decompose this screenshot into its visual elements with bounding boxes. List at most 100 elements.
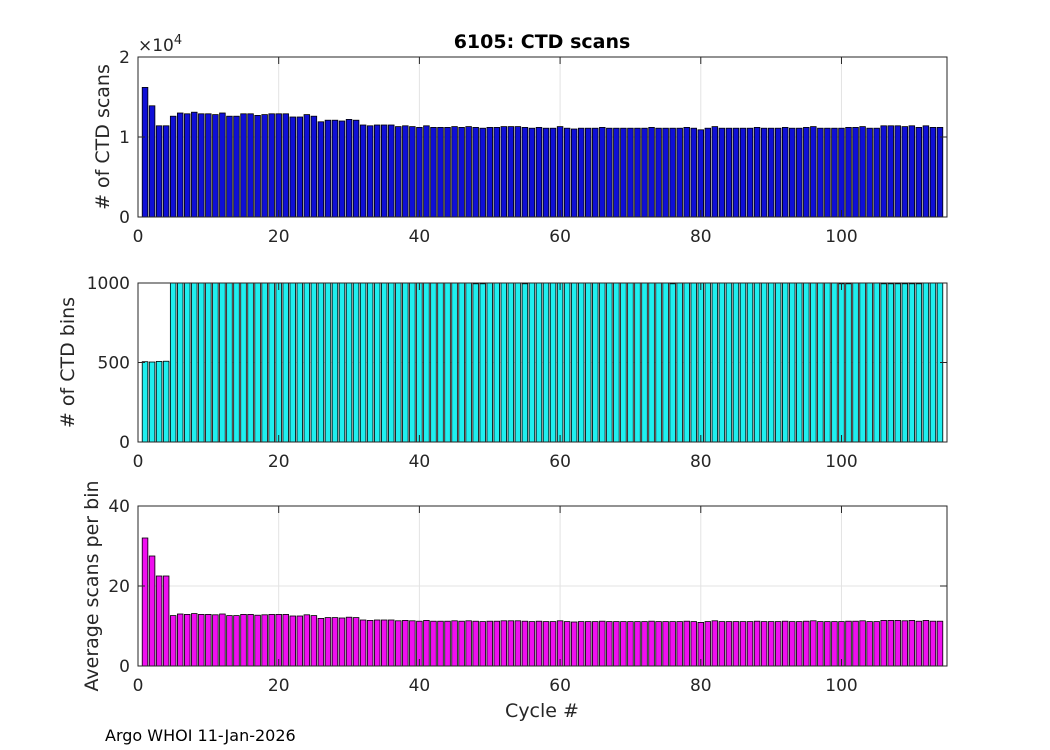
bar (662, 282, 669, 443)
bar (352, 119, 360, 218)
bar (620, 621, 627, 667)
bar (465, 126, 472, 218)
bar (613, 127, 620, 218)
bar (296, 615, 304, 667)
bar (359, 124, 367, 218)
bar (831, 127, 838, 218)
bar (212, 614, 219, 667)
bar (409, 282, 416, 443)
bar (852, 282, 859, 443)
bar (774, 282, 782, 443)
bar (739, 282, 747, 443)
bar (845, 127, 852, 218)
bar (289, 615, 296, 667)
bar (486, 127, 493, 218)
bar (915, 283, 923, 443)
bar (184, 113, 191, 218)
bar (796, 621, 803, 667)
bar (141, 361, 149, 443)
bar (233, 282, 240, 443)
bar (493, 620, 500, 667)
bar (620, 282, 627, 443)
bar (669, 621, 676, 667)
bar (395, 620, 402, 667)
bar (402, 620, 409, 667)
bar (936, 127, 944, 218)
bar (233, 615, 240, 667)
bar (423, 125, 430, 218)
bar (458, 282, 465, 443)
bar (451, 126, 458, 218)
bar (599, 127, 606, 218)
bar (451, 282, 458, 443)
bar (824, 621, 831, 667)
y-tick-label: 0 (119, 433, 130, 453)
bar (859, 126, 866, 218)
bar (507, 620, 515, 667)
bar (444, 620, 451, 667)
bar (212, 114, 219, 218)
bar (444, 282, 451, 443)
x-tick-label: 100 (825, 227, 857, 247)
bar (620, 127, 627, 218)
figure-title: 6105: CTD scans (454, 31, 631, 53)
bar (676, 282, 683, 443)
bar (634, 127, 641, 218)
bar (606, 127, 613, 218)
bar (845, 620, 852, 667)
bar (444, 127, 451, 218)
bar (817, 127, 824, 218)
bar (585, 282, 592, 443)
bar (212, 282, 219, 443)
x-tick-label: 20 (268, 452, 290, 472)
bar (338, 617, 346, 667)
y-tick-label: 0 (119, 208, 130, 228)
bar (155, 575, 163, 667)
bar (753, 127, 761, 218)
bar (767, 282, 775, 443)
bar (577, 282, 585, 443)
bar (409, 126, 416, 218)
bar (472, 127, 479, 218)
bar (191, 613, 198, 667)
bar (711, 126, 719, 218)
bar (191, 282, 198, 443)
bar (409, 620, 416, 667)
bar (789, 282, 796, 443)
bar (648, 127, 655, 218)
bar (852, 127, 859, 218)
bar (690, 282, 697, 443)
bar (810, 126, 817, 218)
bar (395, 126, 402, 218)
bar (873, 621, 880, 667)
bar (789, 127, 796, 218)
bar (697, 129, 704, 218)
bar (486, 282, 493, 443)
bar (704, 621, 712, 667)
bar (430, 282, 437, 443)
bar (162, 360, 170, 443)
bar (718, 282, 726, 443)
bar (789, 621, 796, 667)
bar (296, 282, 304, 443)
bar (781, 282, 789, 443)
bar (514, 282, 522, 443)
bar (535, 127, 543, 218)
bar (739, 127, 747, 218)
bar (535, 620, 543, 667)
bar (908, 620, 916, 667)
bar (176, 282, 184, 443)
bar (380, 619, 388, 667)
bar (198, 614, 205, 667)
bar (289, 282, 296, 443)
bar (521, 127, 529, 218)
bar (458, 620, 465, 667)
bar (528, 621, 536, 667)
bar (929, 620, 937, 667)
bar (437, 282, 444, 443)
bar (247, 282, 254, 443)
bar (317, 282, 325, 443)
bar (479, 127, 486, 218)
